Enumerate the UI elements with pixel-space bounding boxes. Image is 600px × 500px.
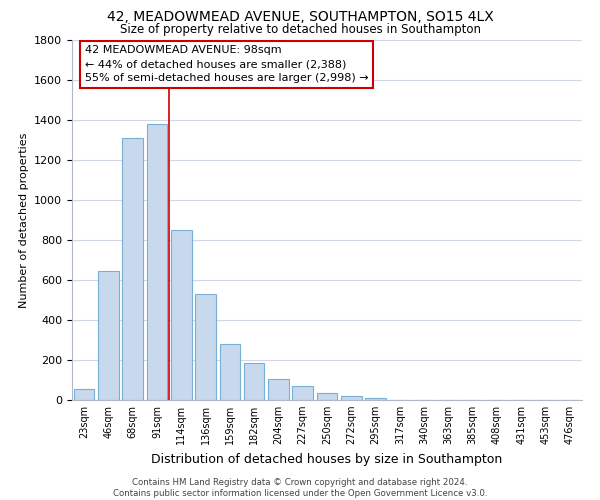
X-axis label: Distribution of detached houses by size in Southampton: Distribution of detached houses by size … — [151, 452, 503, 466]
Bar — [171, 230, 191, 400]
Bar — [220, 344, 240, 400]
Bar — [195, 294, 216, 400]
Bar — [98, 271, 119, 400]
Bar — [146, 124, 167, 400]
Bar — [292, 386, 313, 400]
Bar — [74, 389, 94, 400]
Bar — [244, 363, 265, 400]
Bar — [122, 138, 143, 400]
Bar — [341, 396, 362, 400]
Text: Contains HM Land Registry data © Crown copyright and database right 2024.
Contai: Contains HM Land Registry data © Crown c… — [113, 478, 487, 498]
Text: Size of property relative to detached houses in Southampton: Size of property relative to detached ho… — [119, 22, 481, 36]
Text: 42 MEADOWMEAD AVENUE: 98sqm
← 44% of detached houses are smaller (2,388)
55% of : 42 MEADOWMEAD AVENUE: 98sqm ← 44% of det… — [85, 46, 368, 84]
Bar — [365, 398, 386, 400]
Text: 42, MEADOWMEAD AVENUE, SOUTHAMPTON, SO15 4LX: 42, MEADOWMEAD AVENUE, SOUTHAMPTON, SO15… — [107, 10, 493, 24]
Y-axis label: Number of detached properties: Number of detached properties — [19, 132, 29, 308]
Bar — [268, 379, 289, 400]
Bar — [317, 393, 337, 400]
